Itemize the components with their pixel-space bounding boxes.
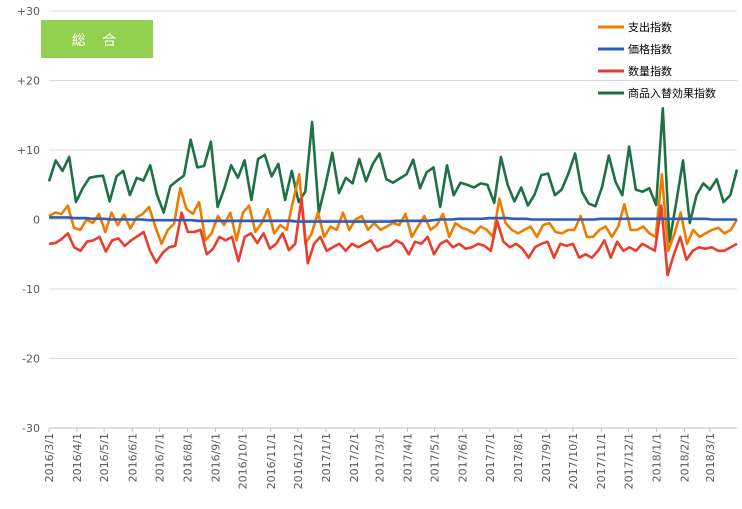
x-tick-label: 2017/12/1 [622,433,635,489]
plot-area [47,107,739,277]
y-tick-label: +20 [17,75,40,88]
x-tick-label: 2016/7/1 [153,433,166,482]
y-tick-label: -30 [22,422,40,435]
x-tick-label: 2017/10/1 [567,433,580,489]
x-tick-label: 2016/3/1 [43,433,56,482]
x-tick-label: 2018/2/1 [678,433,691,482]
y-tick-label: 0 [33,214,40,227]
x-tick-label: 2016/12/1 [292,433,305,489]
x-tick-label: 2016/8/1 [182,433,195,482]
y-axis-tick-labels: -30 -20 -10 0 +10 +20 +30 [17,5,40,435]
y-tick-label: -20 [22,353,40,366]
x-tick-label: 2016/10/1 [237,433,250,489]
x-tick-label: 2016/6/1 [126,433,139,482]
x-tick-label: 2017/3/1 [373,433,386,482]
badge-background [41,20,153,58]
x-tick-label: 2018/3/1 [704,433,717,482]
x-tick-label: 2018/1/1 [650,433,663,482]
y-tick-label: -10 [22,283,40,296]
x-tick-label: 2017/2/1 [348,433,361,482]
x-tick-label: 2017/4/1 [401,433,414,482]
legend-label: 商品入替効果指数 [628,86,716,100]
x-tick-label: 2016/9/1 [210,433,223,482]
series-line [48,173,739,253]
badge: 総 合 [41,20,153,58]
x-tick-label: 2017/1/1 [320,433,333,482]
x-axis-tick-labels: 2016/3/1 2016/4/1 2016/5/1 2016/6/1 2016/7/1… [43,428,717,489]
legend-label: 支出指数 [628,20,672,34]
x-tick-label: 2017/7/1 [484,433,497,482]
legend-label: 価格指数 [628,42,672,56]
x-tick-label: 2017/6/1 [457,433,470,482]
x-tick-label: 2016/5/1 [98,433,111,482]
x-tick-label: 2017/11/1 [595,433,608,489]
legend-label: 数量指数 [628,64,672,78]
x-tick-label: 2016/4/1 [71,433,84,482]
x-tick-label: 2016/11/1 [265,433,278,489]
badge-label: 総 合 [72,33,122,49]
y-tick-label: +10 [17,144,40,157]
x-tick-label: 2017/9/1 [540,433,553,482]
series-line [47,107,739,243]
y-tick-label: +30 [17,5,40,18]
series-line [48,197,738,277]
x-tick-label: 2017/5/1 [429,433,442,482]
x-tick-label: 2017/8/1 [512,433,525,482]
series-line [49,216,737,223]
